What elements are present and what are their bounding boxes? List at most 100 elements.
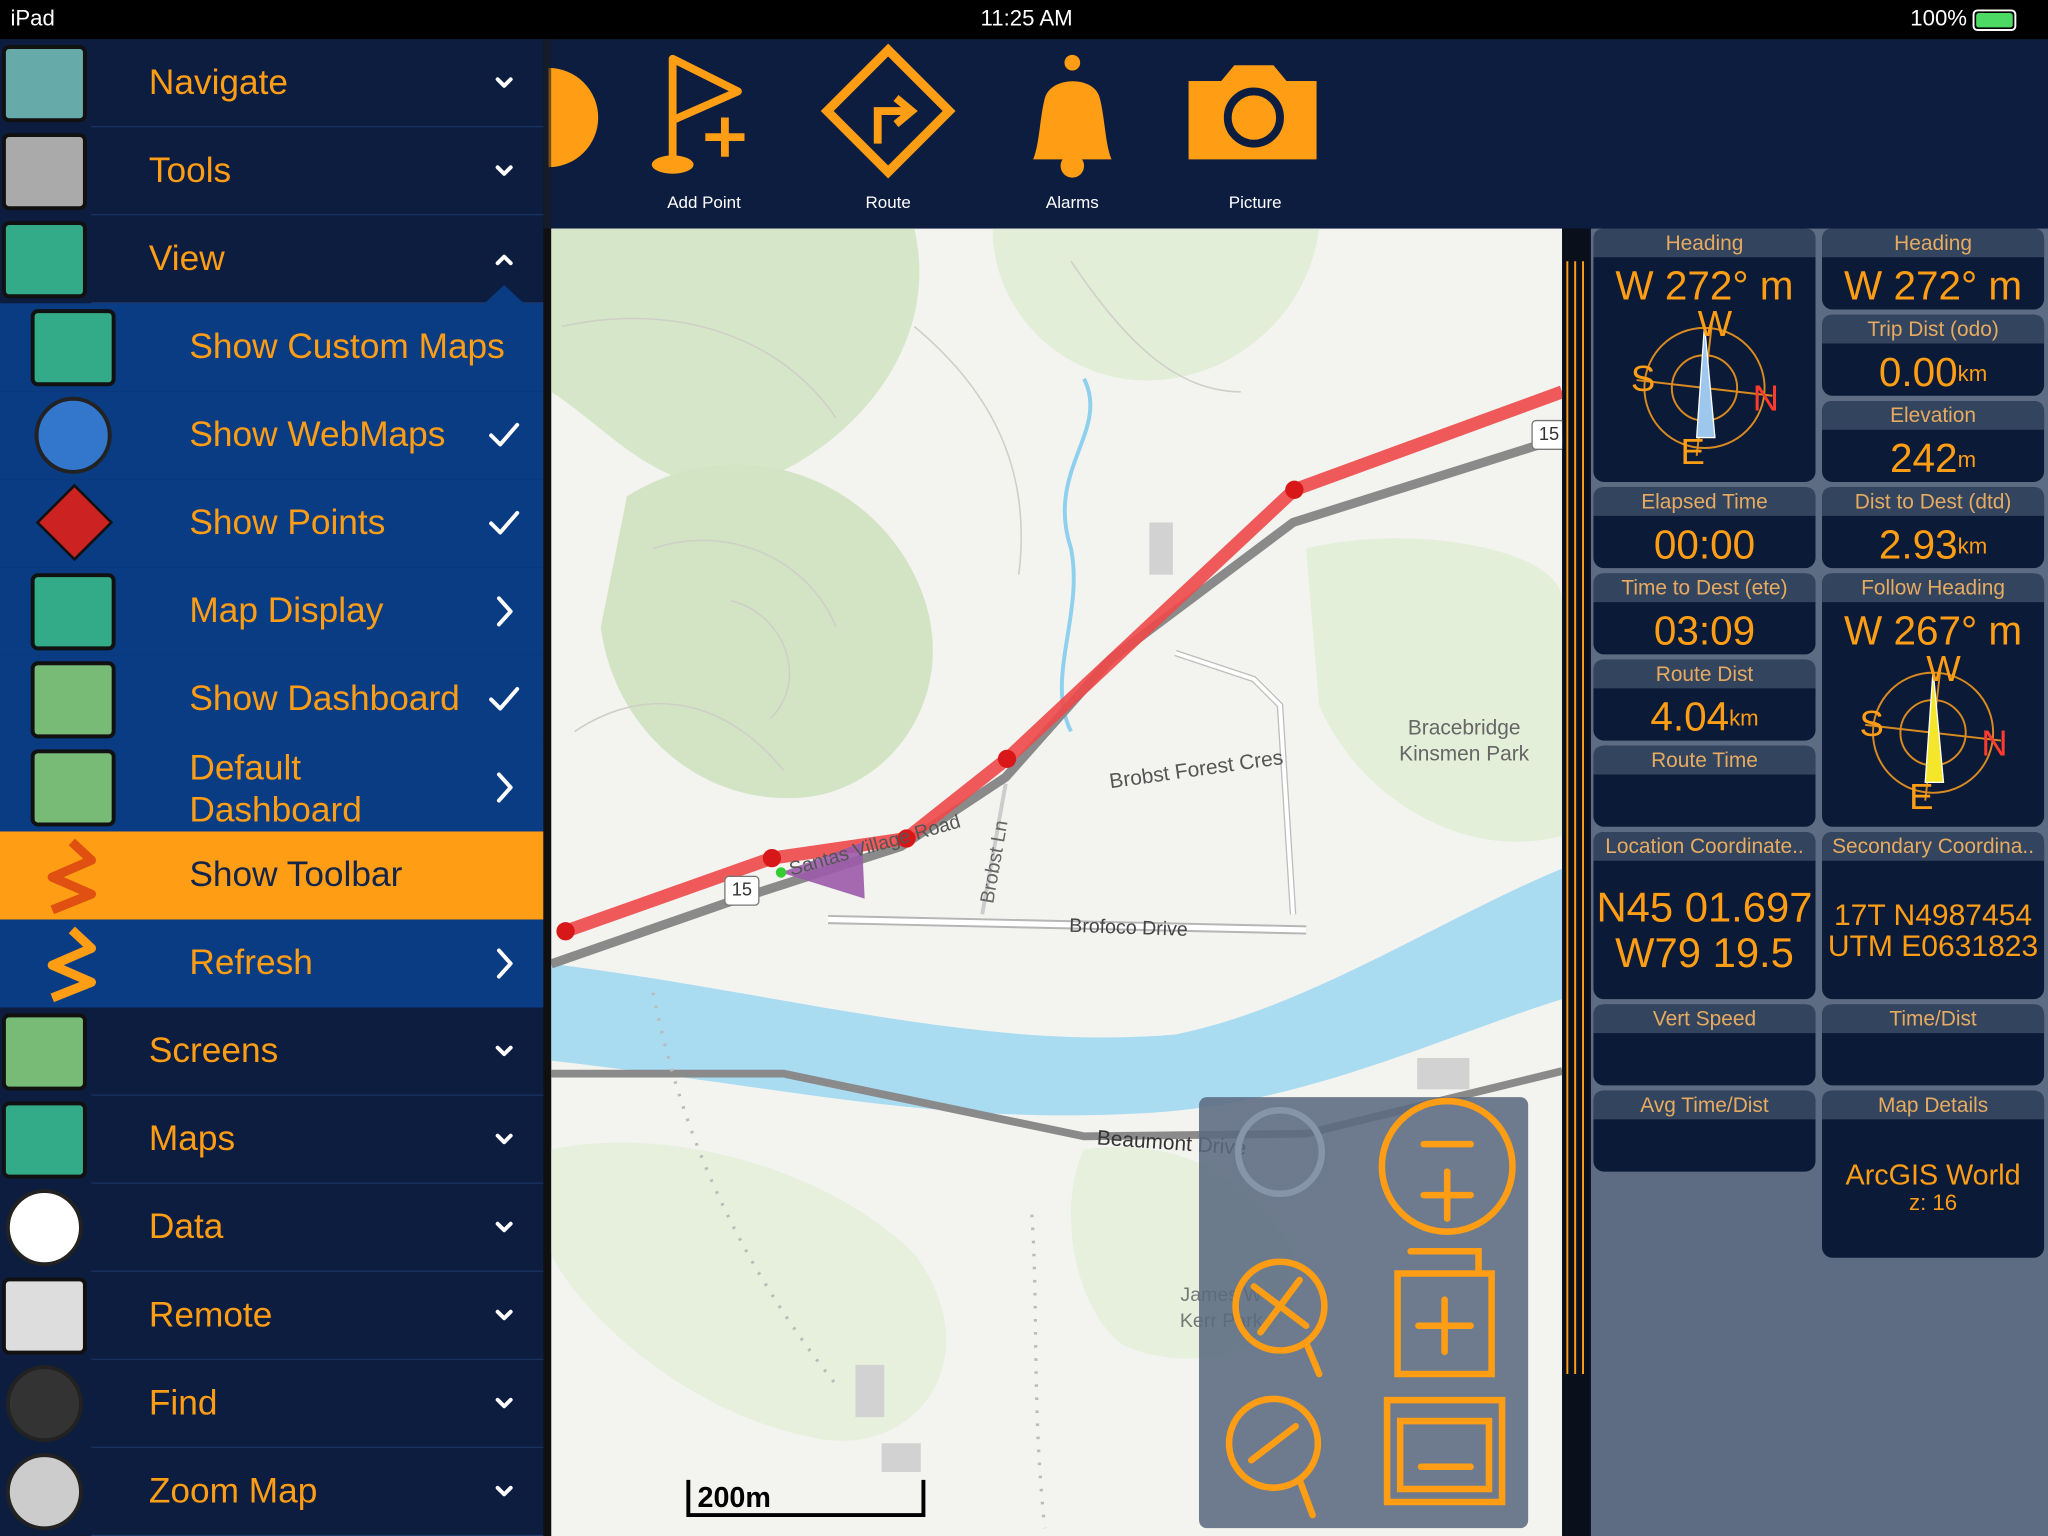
compass-letter: S bbox=[1859, 703, 1883, 744]
menu-item[interactable]: Refresh bbox=[0, 919, 544, 1008]
menu-icon bbox=[30, 309, 116, 387]
building bbox=[1417, 1057, 1470, 1090]
menu-item[interactable]: Remote bbox=[0, 1271, 544, 1361]
chevron bbox=[495, 1133, 513, 1145]
menu-item[interactable]: Screens bbox=[0, 1007, 544, 1097]
device-name: iPad bbox=[10, 5, 54, 30]
zoom-lens-disabled bbox=[1234, 1106, 1326, 1198]
route-point[interactable] bbox=[556, 922, 575, 941]
menu-icon bbox=[1, 1277, 87, 1355]
menu-item-background bbox=[0, 1271, 544, 1360]
road bbox=[980, 783, 1008, 915]
widget-title-bar bbox=[1822, 832, 2045, 861]
widget-line: N45 01.697 bbox=[1596, 883, 1812, 930]
zoom-page-out-button[interactable] bbox=[1383, 1396, 1506, 1506]
toolbar-button[interactable]: Alarms bbox=[1033, 54, 1112, 212]
chevron bbox=[495, 1309, 513, 1321]
menu-item[interactable]: View bbox=[0, 215, 544, 305]
trail bbox=[651, 992, 1047, 1529]
toolbar-button[interactable]: Add Point bbox=[651, 54, 745, 212]
menu-item[interactable]: Maps bbox=[0, 1095, 544, 1185]
widget-title: Trip Dist (odo) bbox=[1867, 318, 1998, 341]
route-point[interactable] bbox=[897, 829, 916, 848]
menu-item-label: Show Points bbox=[189, 503, 385, 542]
battery-icon bbox=[1972, 9, 2017, 32]
dashboard-widget[interactable]: Heading W 272° m bbox=[1822, 228, 2045, 310]
icon-part bbox=[1378, 1097, 1516, 1235]
menu-icon bbox=[1, 1101, 87, 1179]
dashboard-widget[interactable]: Route Dist 4.04km bbox=[1593, 659, 1816, 741]
menu-item[interactable]: Show WebMaps bbox=[0, 391, 544, 480]
menu-item-background bbox=[0, 215, 544, 304]
icon-part bbox=[1420, 1140, 1474, 1222]
contour-line bbox=[913, 325, 1022, 575]
menu-item-label: Show Dashboard bbox=[189, 679, 459, 718]
chevron bbox=[496, 948, 513, 979]
widget-background bbox=[1822, 1090, 2045, 1258]
stream bbox=[1059, 377, 1093, 733]
menu-item-label: View bbox=[149, 239, 225, 278]
widget-title: Follow Heading bbox=[1861, 577, 2005, 600]
icon-part bbox=[1033, 81, 1112, 160]
menu-item[interactable]: Show Points bbox=[0, 479, 544, 568]
menu-item[interactable]: Show Custom Maps bbox=[0, 303, 544, 392]
dashboard-widget[interactable]: Time to Dest (ete) 03:09 bbox=[1593, 573, 1816, 655]
zoom-in-out-button[interactable] bbox=[1378, 1097, 1516, 1235]
route-point[interactable] bbox=[762, 848, 782, 868]
zoom-page-in-button[interactable] bbox=[1394, 1248, 1495, 1378]
widget-line: 17T N4987454 bbox=[1834, 899, 2032, 932]
widget-title-bar bbox=[1822, 573, 2045, 603]
widget-line: z: 16 bbox=[1909, 1190, 1957, 1215]
chevron bbox=[495, 1397, 513, 1409]
menu-item[interactable]: Find bbox=[0, 1359, 544, 1449]
dashboard-widget[interactable]: Route Time bbox=[1593, 745, 1816, 827]
dashboard-widget[interactable]: Elevation 242m bbox=[1822, 400, 2045, 482]
dashboard-widget[interactable]: Avg Time/Dist bbox=[1593, 1090, 1816, 1172]
menu-item[interactable]: Data bbox=[0, 1183, 544, 1273]
widget-title: Heading bbox=[1894, 232, 1972, 255]
menu-item-background bbox=[0, 1183, 544, 1272]
menu-icon bbox=[1, 45, 87, 123]
value-text: W 272° m bbox=[1615, 262, 1793, 308]
widget-title: Time/Dist bbox=[1889, 1008, 1977, 1031]
dashboard-widget[interactable]: Vert Speed bbox=[1593, 1004, 1816, 1086]
value-text: 2.93 bbox=[1879, 521, 1958, 567]
chevron bbox=[496, 596, 513, 627]
widget-title-bar bbox=[1593, 832, 1816, 861]
zoom-fit-button[interactable] bbox=[1232, 1258, 1328, 1378]
checkmark bbox=[489, 422, 520, 447]
icon-part bbox=[668, 54, 742, 164]
menu-item[interactable]: Show Dashboard bbox=[0, 655, 544, 744]
vegetation bbox=[551, 228, 920, 486]
menu-item[interactable]: Zoom Map bbox=[0, 1447, 544, 1536]
value-text: 00:00 bbox=[1654, 521, 1755, 567]
value-text: 03:09 bbox=[1654, 607, 1755, 653]
menu-item[interactable]: Tools bbox=[0, 127, 544, 217]
route-point[interactable] bbox=[997, 749, 1017, 768]
menu-item-label: Tools bbox=[149, 151, 231, 190]
zoom-out-button[interactable] bbox=[1225, 1395, 1322, 1519]
dashboard-widget[interactable]: Trip Dist (odo) 0.00km bbox=[1822, 314, 2045, 396]
map-label: Brofoco Drive bbox=[1069, 915, 1188, 941]
menu-item[interactable]: Show Toolbar bbox=[0, 831, 544, 920]
widget-title: Dist to Dest (dtd) bbox=[1855, 490, 2012, 513]
menu-item[interactable]: Default Dashboard bbox=[0, 743, 544, 832]
dashboard-widget[interactable]: Dist to Dest (dtd) 2.93km bbox=[1822, 487, 2045, 569]
dashboard-widget[interactable]: Elapsed Time 00:00 bbox=[1593, 487, 1816, 569]
menu-item-label: Default Dashboard bbox=[189, 749, 361, 830]
menu-item[interactable]: Navigate bbox=[0, 39, 544, 129]
menu-item-label: Show Toolbar bbox=[189, 855, 402, 894]
route-point[interactable] bbox=[1285, 480, 1304, 499]
contour-line bbox=[1070, 260, 1241, 393]
widget-title-bar bbox=[1593, 487, 1816, 516]
icon-part bbox=[873, 94, 918, 144]
menu-item[interactable]: Map Display bbox=[0, 567, 544, 656]
toolbar-button[interactable]: Picture bbox=[1188, 65, 1317, 212]
dashboard-widget[interactable]: Heading W 272° mW S N E bbox=[1593, 228, 1816, 482]
toolbar-button[interactable]: Route bbox=[820, 43, 956, 212]
dashboard-widget[interactable]: Follow Heading W 267° mW S N E bbox=[1822, 573, 2045, 827]
dashboard-widget[interactable]: Time/Dist bbox=[1822, 1004, 2045, 1086]
